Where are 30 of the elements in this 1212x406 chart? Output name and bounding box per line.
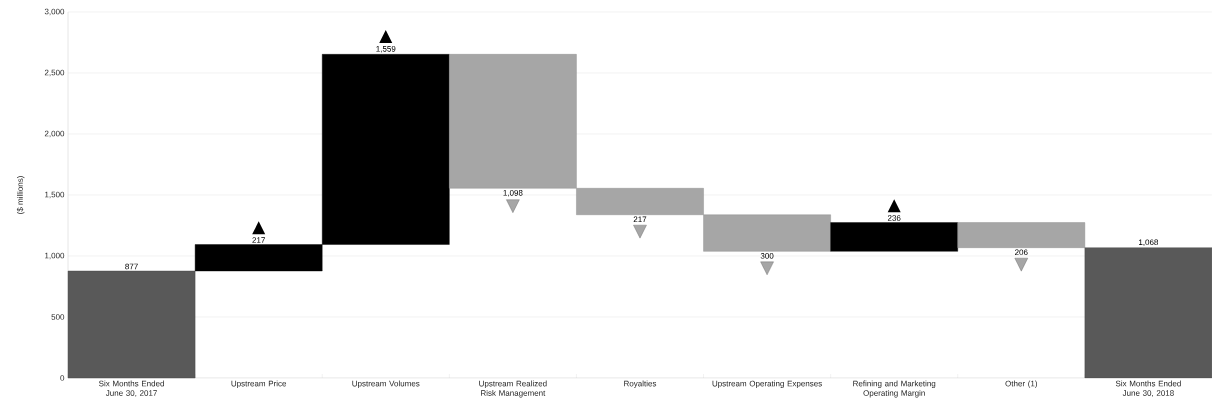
bar xyxy=(957,222,1086,248)
y-tick-label: 3,000 xyxy=(44,8,65,16)
y-tick-label: 1,500 xyxy=(45,191,65,199)
data-label: 1,098 xyxy=(503,189,523,197)
bar xyxy=(1084,247,1212,379)
x-tick-label: Royalties xyxy=(624,380,657,388)
data-label: 217 xyxy=(633,216,647,223)
data-label: 1,559 xyxy=(376,46,396,53)
x-tick-label: Six Months Ended June 30, 2017 xyxy=(99,380,164,397)
y-tick-label: 0 xyxy=(60,375,65,381)
y-axis-title: ($ millions) xyxy=(16,176,25,214)
x-tick-label: Six Months Ended June 30, 2018 xyxy=(1115,380,1181,397)
data-label: 877 xyxy=(125,263,138,270)
x-tick-label: Upstream Price xyxy=(231,380,287,388)
x-tick-label: Refining and Marketing Operating Margin xyxy=(853,380,936,398)
y-tick-label: 1,000 xyxy=(45,252,65,260)
x-tick-label: Upstream Operating Expenses xyxy=(712,380,822,388)
bar xyxy=(67,270,196,379)
data-label: 1,068 xyxy=(1139,239,1159,246)
data-label: 300 xyxy=(760,253,774,259)
data-label: 206 xyxy=(1015,249,1028,256)
x-tick-label: Other (1) xyxy=(1005,380,1038,388)
bar xyxy=(830,222,958,252)
y-tick-label: 2,500 xyxy=(44,69,65,77)
x-tick-label: Upstream Realized Risk Management xyxy=(479,380,547,398)
y-tick-label: 2,000 xyxy=(44,130,65,138)
x-tick-label: Upstream Volumes xyxy=(352,380,420,388)
data-label: 217 xyxy=(252,237,265,243)
y-tick-label: 500 xyxy=(51,314,65,320)
data-label: 236 xyxy=(887,215,901,221)
